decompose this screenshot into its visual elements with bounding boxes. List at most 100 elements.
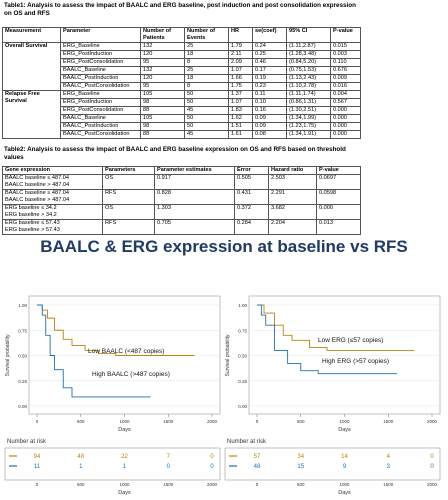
cell: 0.567	[330, 98, 361, 107]
cell: 1.83	[228, 106, 253, 115]
table2: Gene expression Parameters Parameter estim…	[2, 166, 361, 235]
cell: 0.505	[234, 174, 269, 190]
cell: (1.30,2.51)	[286, 106, 331, 115]
cell: 8	[184, 58, 229, 67]
survival-curve	[37, 304, 151, 398]
cell: 98	[140, 98, 185, 107]
gene-line: ERG baseline > 34.2	[5, 212, 57, 218]
row: ERG baseline ≤ 34.2 ERG baseline > 34.2 OS…	[2, 204, 361, 220]
y-tick-label: 0.00	[18, 404, 27, 409]
gene-cell: ERG baseline ≤ 57.43 ERG baseline > 57.43	[2, 219, 103, 235]
cell: 0.09	[252, 114, 287, 123]
cell: 45	[184, 106, 229, 115]
plot-frame	[28, 295, 221, 415]
cell: 18	[184, 74, 229, 83]
cell: 1.51	[228, 122, 253, 131]
risk-count: 48	[254, 464, 261, 470]
cell: 0.17	[252, 66, 287, 75]
y-tick-label: 0.75	[238, 328, 247, 333]
cell: 1.303	[154, 204, 235, 220]
cell: 0.19	[252, 74, 287, 83]
risk-frame	[4, 447, 221, 481]
cell: BAALC_PostInduction	[60, 122, 141, 131]
row: Relapse Free Survival ERG_Baseline 105 50 1.…	[2, 90, 361, 139]
x-tick-label: 500	[297, 419, 305, 424]
risk-count: 15	[297, 464, 304, 470]
cell: 45	[184, 130, 229, 139]
cell: 0.828	[154, 189, 235, 205]
cell: 0.676	[330, 66, 361, 75]
survival-curve	[257, 304, 397, 375]
risk-count: 57	[254, 454, 261, 460]
gene-cell: BAALC baseline ≤ 487.04 BAALC baseline > …	[2, 174, 103, 190]
header-cell: se(coef)	[252, 27, 287, 43]
risk-x-tick-label: 1500	[383, 482, 394, 487]
risk-count: 0	[430, 464, 434, 470]
cell: ERG_PostInduction	[60, 50, 141, 59]
risk-x-tick-label: 0	[256, 482, 259, 487]
cell: 50	[184, 122, 229, 131]
gene-cell: ERG baseline ≤ 34.2 ERG baseline > 34.2	[2, 204, 103, 220]
x-tick-label: 1000	[119, 419, 130, 424]
row: ERG_PostInduction 98 50 1.07 0.10 (0.86,1.31)…	[3, 98, 361, 107]
curve-label: Low ERG (≤57 copies)	[318, 337, 383, 344]
cell: 50	[184, 90, 229, 99]
row: BAALC baseline ≤ 487.04 BAALC baseline > …	[2, 189, 361, 205]
cell: (1.13,2.43)	[286, 74, 331, 83]
cell: 0.431	[234, 189, 269, 205]
y-tick-label: 0.75	[18, 328, 27, 333]
cell: 0.16	[252, 106, 287, 115]
header-cell: P-value	[316, 166, 361, 175]
cell: 2.291	[268, 189, 317, 205]
gene-line: ERG baseline ≤ 34.2	[5, 205, 57, 211]
cell: 98	[140, 122, 185, 131]
header-row: Gene expression Parameters Parameter estim…	[2, 166, 361, 175]
y-axis-label: Survival probability	[5, 334, 11, 376]
cell: 132	[140, 42, 185, 51]
gene-cell: BAALC baseline ≤ 487.04 BAALC baseline > …	[2, 189, 103, 205]
risk-count: 3	[387, 464, 391, 470]
risk-x-tick-label: 1000	[339, 482, 350, 487]
gene-line: BAALC baseline > 487.04	[5, 182, 70, 188]
plot-frame	[248, 295, 441, 415]
x-tick-label: 0	[256, 419, 259, 424]
cell: 1.61	[228, 130, 253, 139]
cell: (1.34,1.91)	[286, 130, 331, 139]
cell: 0.24	[252, 42, 287, 51]
cell: (1.28,3.48)	[286, 50, 331, 59]
cell: 1.62	[228, 114, 253, 123]
cell: 2.503	[268, 174, 317, 190]
cell: 2.09	[228, 58, 253, 67]
risk-count: 34	[297, 454, 304, 460]
header-row: Measurement Parameter Number of Patients Nu…	[2, 27, 361, 43]
cell: 25	[184, 66, 229, 75]
y-tick-label: 0.50	[18, 354, 27, 359]
cell: 88	[140, 106, 185, 115]
cell: (0.75,1.53)	[286, 66, 331, 75]
risk-title: Number at risk	[227, 439, 267, 445]
cell: 95	[140, 82, 185, 91]
header-cell: Parameter estimates	[154, 166, 235, 175]
y-axis-label: Survival probability	[225, 334, 231, 376]
x-tick-label: 1500	[383, 419, 394, 424]
header-cell: Number of Patients	[140, 27, 185, 43]
cell: 105	[140, 114, 185, 123]
curve-label: High ERG (>57 copies)	[322, 358, 389, 365]
cell: 0.705	[154, 219, 235, 235]
cell: 1.37	[228, 90, 253, 99]
cell: 0.25	[252, 50, 287, 59]
row: Overall Survival ERG_Baseline 132 25 1.79 0.2…	[2, 42, 361, 91]
measurement-cell: Overall Survival	[2, 42, 61, 91]
risk-count: 0	[210, 464, 214, 470]
header-cell: HR	[228, 27, 253, 43]
figure-title: BAALC & ERG expression at baseline vs RF…	[40, 237, 408, 256]
risk-x-tick-label: 1500	[163, 482, 174, 487]
cell: (0.84,5.20)	[286, 58, 331, 67]
cell: ERG_PostInduction	[60, 98, 141, 107]
risk-count: 22	[121, 454, 128, 460]
risk-count: 48	[77, 454, 84, 460]
header-cell: Parameter	[60, 27, 141, 43]
header-cell: Number of Events	[184, 27, 229, 43]
cell: 0.013	[316, 219, 361, 235]
header-cell: Error	[234, 166, 269, 175]
